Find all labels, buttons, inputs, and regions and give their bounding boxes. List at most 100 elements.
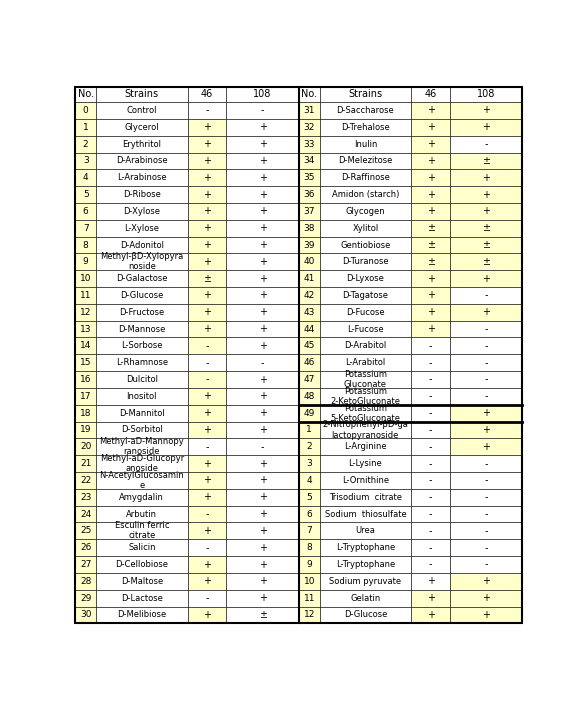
- Bar: [319, 489, 411, 505]
- Text: +: +: [203, 576, 211, 586]
- Text: +: +: [203, 307, 211, 317]
- Bar: [299, 573, 319, 590]
- Text: 9: 9: [83, 257, 89, 266]
- Bar: [75, 287, 96, 304]
- Text: D-Mannitol: D-Mannitol: [119, 408, 165, 418]
- Text: +: +: [427, 207, 434, 217]
- Bar: [96, 270, 188, 287]
- Bar: [411, 354, 450, 371]
- Bar: [226, 253, 299, 270]
- Text: 0: 0: [83, 106, 89, 115]
- Text: 26: 26: [80, 543, 92, 552]
- Text: ±: ±: [427, 257, 434, 267]
- Bar: [226, 136, 299, 153]
- Bar: [411, 119, 450, 136]
- Text: +: +: [203, 458, 211, 469]
- Bar: [319, 169, 411, 186]
- Text: 12: 12: [80, 308, 92, 317]
- Text: +: +: [203, 425, 211, 435]
- Text: +: +: [258, 257, 266, 267]
- Text: +: +: [258, 475, 266, 486]
- Text: D-Ribose: D-Ribose: [123, 190, 161, 199]
- Text: Control: Control: [127, 106, 157, 115]
- Bar: [75, 186, 96, 203]
- Bar: [299, 439, 319, 456]
- Bar: [226, 556, 299, 573]
- Text: D-Lactose: D-Lactose: [121, 593, 163, 602]
- Text: +: +: [482, 105, 490, 115]
- Text: -: -: [261, 105, 264, 115]
- Text: Inositol: Inositol: [127, 392, 157, 401]
- Bar: [188, 253, 226, 270]
- Bar: [319, 472, 411, 489]
- Text: 20: 20: [80, 442, 92, 451]
- Text: +: +: [427, 324, 434, 334]
- Bar: [411, 321, 450, 337]
- Bar: [450, 505, 522, 522]
- Text: 22: 22: [80, 476, 92, 485]
- Text: Methyl-βD-Xylopyra
noside: Methyl-βD-Xylopyra noside: [100, 252, 184, 271]
- Bar: [188, 556, 226, 573]
- Text: -: -: [429, 425, 432, 435]
- Text: +: +: [427, 122, 434, 132]
- Bar: [226, 371, 299, 388]
- Text: -: -: [484, 526, 488, 536]
- Text: -: -: [429, 392, 432, 401]
- Text: D-Turanose: D-Turanose: [342, 257, 389, 266]
- Bar: [319, 422, 411, 439]
- Bar: [450, 237, 522, 253]
- Text: +: +: [203, 139, 211, 149]
- Bar: [188, 304, 226, 321]
- Bar: [75, 590, 96, 607]
- Bar: [450, 86, 522, 102]
- Bar: [450, 287, 522, 304]
- Bar: [450, 522, 522, 539]
- Bar: [75, 102, 96, 119]
- Text: +: +: [482, 610, 490, 620]
- Bar: [188, 405, 226, 422]
- Text: 23: 23: [80, 493, 92, 502]
- Bar: [319, 405, 411, 422]
- Text: +: +: [203, 610, 211, 620]
- Text: 8: 8: [307, 543, 312, 552]
- Text: +: +: [258, 240, 266, 250]
- Text: -: -: [205, 358, 209, 368]
- Bar: [188, 153, 226, 169]
- Text: Urea: Urea: [356, 527, 375, 536]
- Text: D-Saccharose: D-Saccharose: [336, 106, 394, 115]
- Text: 17: 17: [80, 392, 92, 401]
- Text: 2-Nitrophenyl-βD-ga
lactopyranoside: 2-Nitrophenyl-βD-ga lactopyranoside: [322, 420, 408, 439]
- Text: +: +: [258, 207, 266, 217]
- Bar: [96, 590, 188, 607]
- Bar: [450, 371, 522, 388]
- Bar: [319, 590, 411, 607]
- Bar: [319, 371, 411, 388]
- Text: 12: 12: [304, 610, 315, 619]
- Bar: [96, 220, 188, 237]
- Text: -: -: [429, 509, 432, 519]
- Bar: [411, 556, 450, 573]
- Bar: [188, 456, 226, 472]
- Bar: [96, 237, 188, 253]
- Bar: [299, 270, 319, 287]
- Text: -: -: [261, 441, 264, 452]
- Bar: [188, 388, 226, 405]
- Bar: [75, 86, 96, 102]
- Bar: [411, 86, 450, 102]
- Bar: [75, 607, 96, 624]
- Bar: [319, 337, 411, 354]
- Bar: [319, 102, 411, 119]
- Bar: [319, 86, 411, 102]
- Text: ±: ±: [482, 240, 490, 250]
- Bar: [299, 337, 319, 354]
- Text: Methyl-aD-Mannopy
ranoside: Methyl-aD-Mannopy ranoside: [100, 437, 184, 456]
- Bar: [319, 119, 411, 136]
- Bar: [411, 573, 450, 590]
- Text: Esculin ferric
citrate: Esculin ferric citrate: [115, 522, 169, 541]
- Bar: [411, 405, 450, 422]
- Text: D-Melezitose: D-Melezitose: [338, 157, 392, 165]
- Bar: [75, 203, 96, 220]
- Text: 49: 49: [304, 408, 315, 418]
- Text: Gentiobiose: Gentiobiose: [340, 240, 391, 250]
- Bar: [96, 253, 188, 270]
